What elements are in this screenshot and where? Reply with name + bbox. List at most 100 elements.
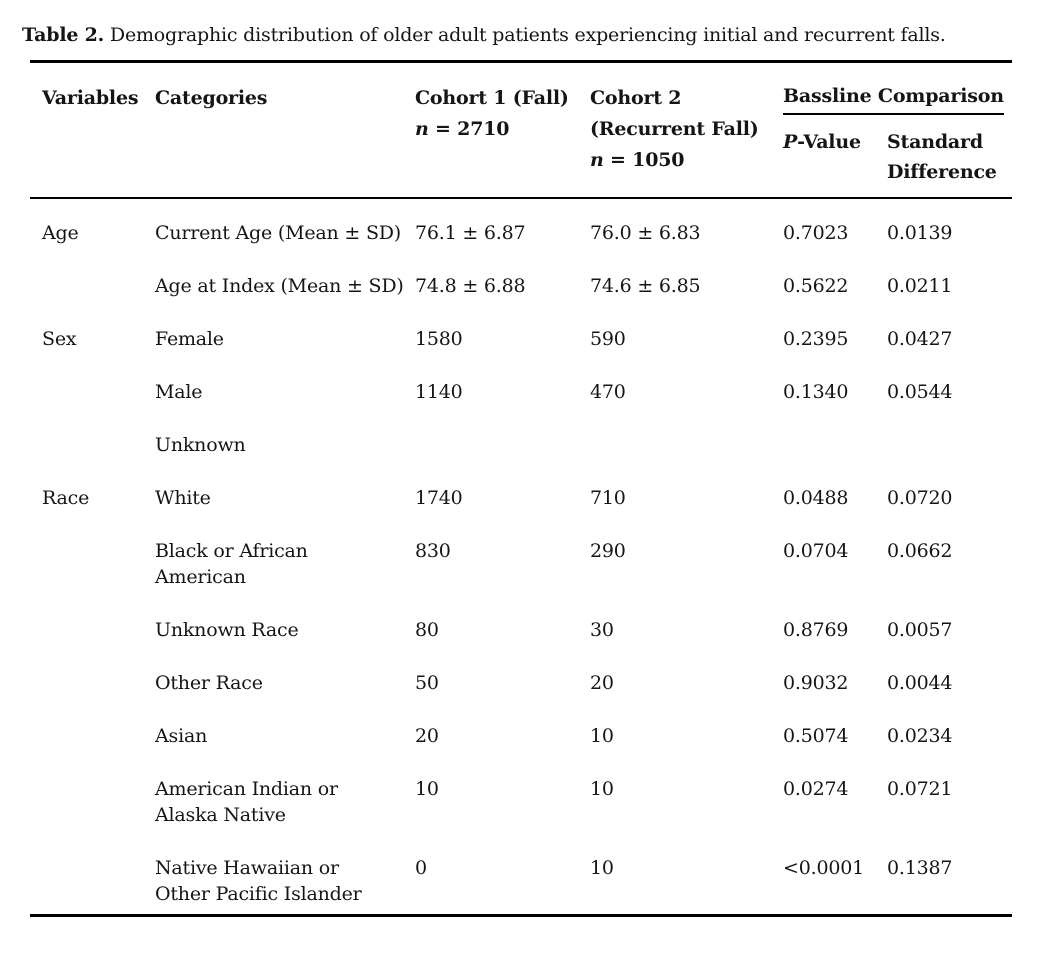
cell-category: Black or African American — [155, 540, 308, 588]
cell-cohort2: 590 — [590, 328, 626, 350]
cell-cohort1 — [415, 432, 590, 458]
cell-std-diff: 0.0139 — [887, 222, 953, 244]
cell-std-diff: 0.0662 — [887, 540, 953, 562]
cell-p-value: 0.5622 — [783, 275, 849, 297]
standard-difference-line1: Standard — [887, 131, 983, 153]
cell-p-value: 0.0274 — [783, 778, 849, 800]
cell-variable — [42, 670, 155, 696]
cohort2-n: n = 1050 — [590, 145, 775, 176]
cell-category: Unknown — [155, 434, 246, 456]
column-header-cohort2: Cohort 2 (Recurrent Fall) n = 1050 — [590, 83, 783, 197]
table-row-male: Male 1140 470 0.1340 0.0544 — [42, 379, 1012, 405]
cell-cohort2: 710 — [590, 487, 626, 509]
table-row-current-age: Age Current Age (Mean ± SD) 76.1 ± 6.87 … — [42, 220, 1012, 246]
demographics-table: Variables Categories Cohort 1 (Fall) n =… — [30, 60, 1012, 917]
cell-cohort1: 76.1 ± 6.87 — [415, 222, 526, 244]
cell-variable — [42, 538, 155, 590]
cohort1-n: n = 2710 — [415, 114, 582, 145]
cell-std-diff: 0.0427 — [887, 328, 953, 350]
cell-variable — [42, 723, 155, 749]
p-value-symbol: P — [783, 131, 798, 153]
cell-p-value: <0.0001 — [783, 857, 865, 879]
cell-std-diff: 0.0211 — [887, 275, 953, 297]
cell-category: Asian — [155, 725, 208, 747]
cell-std-diff: 0.0044 — [887, 672, 953, 694]
standard-difference-line2: Difference — [887, 161, 997, 183]
cohort2-n-value: = 1050 — [603, 149, 685, 171]
cell-p-value: 0.0488 — [783, 487, 849, 509]
cell-cohort2: 76.0 ± 6.83 — [590, 222, 701, 244]
cell-cohort2 — [590, 432, 783, 458]
cell-variable — [42, 617, 155, 643]
cohort2-title-line1: Cohort 2 — [590, 87, 682, 109]
cell-cohort2: 20 — [590, 672, 614, 694]
cell-cohort2: 10 — [590, 857, 614, 879]
cell-cohort1: 1580 — [415, 328, 463, 350]
cell-category: Age at Index (Mean ± SD) — [155, 275, 404, 297]
cell-std-diff: 0.0721 — [887, 778, 953, 800]
table-header-row: Variables Categories Cohort 1 (Fall) n =… — [30, 60, 1012, 199]
column-header-cohort1: Cohort 1 (Fall) n = 2710 — [415, 83, 590, 197]
table-row-american-indian-or-alaska-native: American Indian or Alaska Native 10 10 0… — [42, 776, 1012, 828]
baseline-comparison-title: Bassline Comparison — [783, 83, 1004, 115]
table-body: Age Current Age (Mean ± SD) 76.1 ± 6.87 … — [30, 199, 1012, 917]
cell-p-value: 0.1340 — [783, 381, 849, 403]
cell-category: Unknown Race — [155, 619, 299, 641]
cell-cohort1: 830 — [415, 540, 451, 562]
cell-p-value: 0.2395 — [783, 328, 849, 350]
cell-cohort1: 80 — [415, 619, 439, 641]
cell-category: Other Race — [155, 672, 263, 694]
cell-variable — [42, 776, 155, 828]
cell-variable: Sex — [42, 328, 77, 350]
cell-cohort1: 10 — [415, 778, 439, 800]
cell-cohort2: 74.6 ± 6.85 — [590, 275, 701, 297]
cell-category: Current Age (Mean ± SD) — [155, 222, 401, 244]
table-row-unknown-race: Unknown Race 80 30 0.8769 0.0057 — [42, 617, 1012, 643]
cohort1-title: Cohort 1 (Fall) — [415, 87, 569, 109]
cell-std-diff: 0.0544 — [887, 381, 953, 403]
cell-std-diff — [887, 432, 1012, 458]
cohort1-n-value: = 2710 — [428, 118, 510, 140]
cell-p-value: 0.9032 — [783, 672, 849, 694]
cell-cohort2: 10 — [590, 778, 614, 800]
table-row-female: Sex Female 1580 590 0.2395 0.0427 — [42, 326, 1012, 352]
column-header-p-value: P-Value — [783, 127, 887, 187]
cell-std-diff: 0.0234 — [887, 725, 953, 747]
cell-category: American Indian or Alaska Native — [155, 778, 338, 826]
cell-category: Native Hawaiian or Other Pacific Islande… — [155, 857, 362, 905]
cell-cohort1: 20 — [415, 725, 439, 747]
table-row-other-race: Other Race 50 20 0.9032 0.0044 — [42, 670, 1012, 696]
p-value-rest: -Value — [797, 131, 861, 153]
column-group-baseline-comparison: Bassline Comparison P-Value Standard Dif… — [783, 83, 1012, 197]
cell-cohort2: 290 — [590, 540, 626, 562]
cell-cohort1: 0 — [415, 857, 427, 879]
cell-variable — [42, 379, 155, 405]
cell-p-value: 0.5074 — [783, 725, 849, 747]
cell-std-diff: 0.0720 — [887, 487, 953, 509]
cell-variable: Age — [42, 222, 79, 244]
cell-p-value — [783, 432, 887, 458]
table-row-unknown-sex: Unknown — [42, 432, 1012, 458]
column-header-variables: Variables — [42, 87, 139, 109]
table-caption-text: Demographic distribution of older adult … — [104, 24, 946, 46]
cell-variable — [42, 432, 155, 458]
cell-variable — [42, 273, 155, 299]
table-row-age-at-index: Age at Index (Mean ± SD) 74.8 ± 6.88 74.… — [42, 273, 1012, 299]
cell-variable: Race — [42, 487, 90, 509]
cell-variable — [42, 855, 155, 907]
column-header-categories: Categories — [155, 87, 268, 109]
table-row-black-or-african-american: Black or African American 830 290 0.0704… — [42, 538, 1012, 590]
table-row-white: Race White 1740 710 0.0488 0.0720 — [42, 485, 1012, 511]
cell-cohort2: 10 — [590, 725, 614, 747]
cohort2-title-line2: (Recurrent Fall) — [590, 118, 759, 140]
cell-cohort1: 74.8 ± 6.88 — [415, 275, 526, 297]
cell-p-value: 0.7023 — [783, 222, 849, 244]
table-row-native-hawaiian-or-other-pacific-islander: Native Hawaiian or Other Pacific Islande… — [42, 855, 1012, 907]
cell-cohort1: 1740 — [415, 487, 463, 509]
table-row-asian: Asian 20 10 0.5074 0.0234 — [42, 723, 1012, 749]
table-caption: Table 2. Demographic distribution of old… — [22, 22, 1012, 48]
cohort2-n-symbol: n — [590, 149, 604, 171]
column-header-standard-difference: Standard Difference — [887, 127, 1012, 187]
table-caption-label: Table 2. — [22, 24, 105, 46]
cell-cohort2: 30 — [590, 619, 614, 641]
